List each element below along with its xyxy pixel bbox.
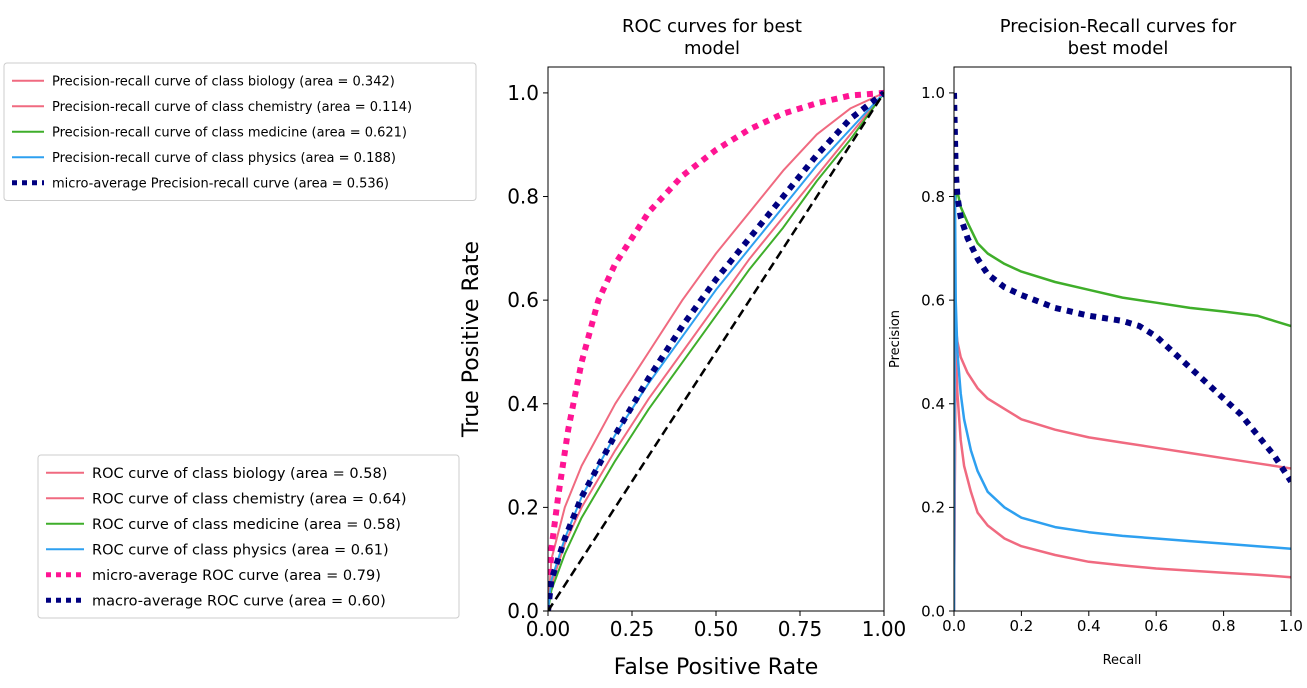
roc-legend-label: ROC curve of class chemistry (area = 0.6…: [92, 491, 407, 507]
roc-y-tick-label: 1.0: [507, 81, 539, 105]
pr-legend: Precision-recall curve of class biology …: [3, 62, 477, 201]
pr-legend-label: Precision-recall curve of class medicine…: [52, 125, 407, 140]
roc-x-tick-label: 0.00: [526, 617, 571, 641]
roc-x-axis-label: False Positive Rate: [614, 655, 818, 680]
roc-series-line-5: [548, 90, 884, 611]
roc-series-line-4: [548, 89, 884, 611]
roc-legend: ROC curve of class biology (area = 0.58)…: [37, 454, 460, 619]
pr-legend-box: [3, 62, 477, 201]
roc-y-tick-label: 0.8: [507, 185, 539, 209]
pr-title-line: best model: [1068, 38, 1169, 59]
pr-y-tick-label: 0.2: [921, 499, 945, 517]
pr-x-tick-label: 0.8: [1212, 617, 1236, 635]
pr-legend-label: Precision-recall curve of class physics …: [52, 151, 396, 166]
pr-x-tick-label: 0.2: [1009, 617, 1033, 635]
pr-y-tick-label: 1.0: [921, 84, 945, 102]
pr-x-tick-label: 1.0: [1279, 617, 1303, 635]
pr-title-line: Precision-Recall curves for: [1000, 16, 1237, 37]
roc-x-tick-label: 0.75: [778, 617, 823, 641]
pr-y-tick-label: 0.0: [921, 602, 945, 620]
pr-y-tick-label: 0.8: [921, 188, 945, 206]
roc-x-tick-label: 0.25: [610, 617, 655, 641]
pr-series-line-2: [954, 190, 1291, 328]
roc-y-axis-label: True Positive Rate: [459, 241, 484, 438]
pr-x-tick-label: 0.6: [1144, 617, 1168, 635]
roc-x-tick-label: 1.00: [862, 617, 907, 641]
pr-series-line-4: [954, 92, 1291, 484]
roc-x-tick-label: 0.50: [694, 617, 739, 641]
roc-legend-label: ROC curve of class biology (area = 0.58): [92, 466, 387, 482]
pr-legend-label: Precision-recall curve of class biology …: [52, 74, 395, 89]
pr-series-group: [954, 92, 1291, 611]
pr-series-line-0: [954, 324, 1291, 611]
pr-plot-frame: [953, 66, 1292, 612]
roc-series-line-2: [548, 92, 884, 611]
roc-title-line: model: [684, 38, 740, 59]
roc-series-line-1: [548, 92, 884, 611]
pr-x-tick-label: 0.4: [1077, 617, 1101, 635]
pr-y-tick-label: 0.4: [921, 395, 945, 413]
pr-x-tick-label: 0.0: [942, 617, 966, 635]
pr-series-line-3: [954, 195, 1291, 611]
roc-y-tick-label: 0.0: [507, 599, 539, 623]
roc-x-axis: 0.00 0.25 0.50 0.75 1.00: [526, 611, 907, 641]
roc-series-line-6: [548, 92, 884, 611]
pr-series-line-1: [954, 340, 1291, 611]
pr-y-axis: 0.0 0.2 0.4 0.6 0.8 1.0: [921, 84, 954, 620]
pr-y-axis-label: Precision: [888, 310, 903, 368]
roc-series-group: [548, 89, 884, 611]
roc-legend-box: [37, 454, 460, 619]
roc-series-line-0: [548, 91, 884, 611]
pr-x-axis-label: Recall: [1103, 653, 1142, 668]
roc-legend-label: macro-average ROC curve (area = 0.60): [92, 593, 386, 609]
pr-legend-label: Precision-recall curve of class chemistr…: [52, 100, 412, 115]
roc-y-tick-label: 0.4: [507, 392, 539, 416]
roc-y-tick-label: 0.6: [507, 288, 539, 312]
roc-title-line: ROC curves for best: [622, 16, 802, 37]
roc-y-tick-label: 0.2: [507, 495, 539, 519]
pr-y-tick-label: 0.6: [921, 291, 945, 309]
roc-legend-label: ROC curve of class medicine (area = 0.58…: [92, 517, 401, 533]
pr-legend-label: micro-average Precision-recall curve (ar…: [52, 176, 389, 191]
roc-legend-label: micro-average ROC curve (area = 0.79): [92, 568, 381, 584]
pr-x-axis: 0.0 0.2 0.4 0.6 0.8 1.0: [942, 611, 1303, 635]
roc-y-axis: 0.0 0.2 0.4 0.6 0.8 1.0: [507, 81, 548, 623]
roc-legend-label: ROC curve of class physics (area = 0.61): [92, 542, 389, 558]
